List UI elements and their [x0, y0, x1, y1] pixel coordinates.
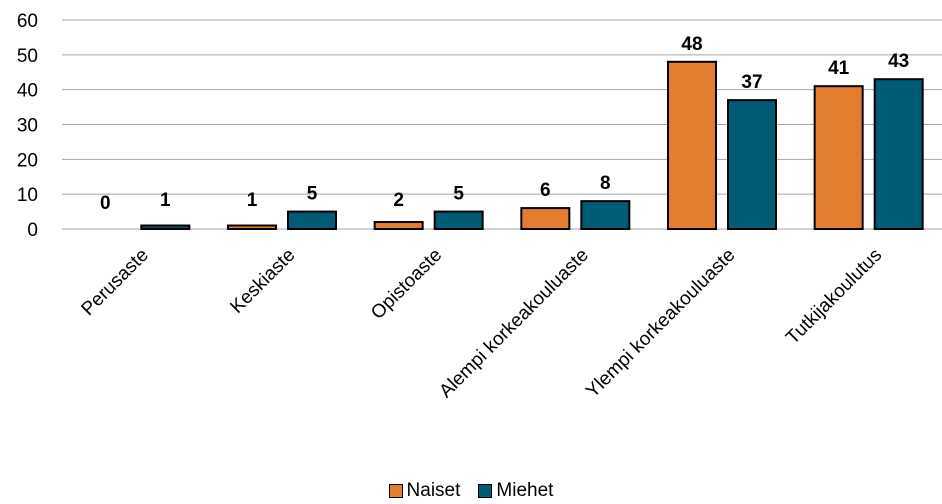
legend-swatch-naiset — [388, 484, 403, 498]
y-tick-label: 30 — [17, 116, 38, 137]
bar-miehet — [580, 200, 631, 230]
legend-item-miehet: Miehet — [478, 480, 553, 502]
bar-miehet — [873, 78, 924, 231]
bar-naiset — [520, 207, 571, 231]
legend-item-naiset: Naiset — [388, 480, 461, 502]
gridlines — [62, 19, 942, 230]
data-label: 41 — [828, 58, 850, 79]
legend-label-miehet: Miehet — [496, 480, 554, 501]
bar-miehet — [140, 224, 191, 230]
y-tick-label: 0 — [27, 220, 38, 241]
data-label: 37 — [741, 72, 762, 93]
bar-naiset — [227, 224, 277, 230]
data-label: 5 — [453, 184, 464, 205]
y-tick-label: 50 — [17, 46, 38, 67]
bars — [140, 60, 924, 231]
data-label: 2 — [393, 190, 404, 211]
category-label: Keskiaste — [226, 245, 299, 318]
data-label: 0 — [100, 193, 111, 214]
data-label: 1 — [160, 190, 171, 211]
legend: Naiset Miehet — [0, 478, 942, 504]
data-label: 1 — [247, 190, 258, 211]
data-label: 6 — [540, 180, 551, 201]
y-tick-label: 20 — [17, 150, 38, 171]
legend-swatch-miehet — [478, 484, 493, 498]
category-label: Tutkijakoulutus — [782, 245, 886, 349]
data-label: 8 — [600, 173, 611, 194]
bar-naiset — [667, 60, 717, 230]
y-tick-label: 40 — [17, 81, 38, 102]
y-axis-ticks: 0 10 20 30 40 50 60 — [17, 11, 38, 241]
y-tick-label: 60 — [17, 11, 38, 32]
data-labels: 0 1 1 5 2 5 6 8 48 37 41 43 — [100, 34, 909, 214]
y-tick-label: 10 — [17, 185, 38, 206]
category-label: Opistoaste — [367, 245, 446, 324]
bar-chart: 0 10 20 30 40 50 60 0 1 1 5 2 5 6 8 48 37 41 43 Perusaste… — [17, 11, 942, 402]
category-label: Perusaste — [78, 245, 153, 320]
data-label: 43 — [888, 51, 909, 72]
bar-naiset — [813, 85, 864, 230]
bar-naiset — [373, 221, 424, 231]
category-label: Ylempi korkeakouluaste — [582, 245, 739, 402]
data-label: 48 — [681, 34, 702, 55]
bar-miehet — [287, 210, 337, 230]
legend-label-naiset: Naiset — [406, 480, 461, 501]
data-label: 5 — [307, 184, 318, 205]
bar-miehet — [727, 99, 777, 230]
bar-miehet — [433, 210, 484, 230]
category-label: Alempi korkeakouluaste — [435, 245, 592, 402]
